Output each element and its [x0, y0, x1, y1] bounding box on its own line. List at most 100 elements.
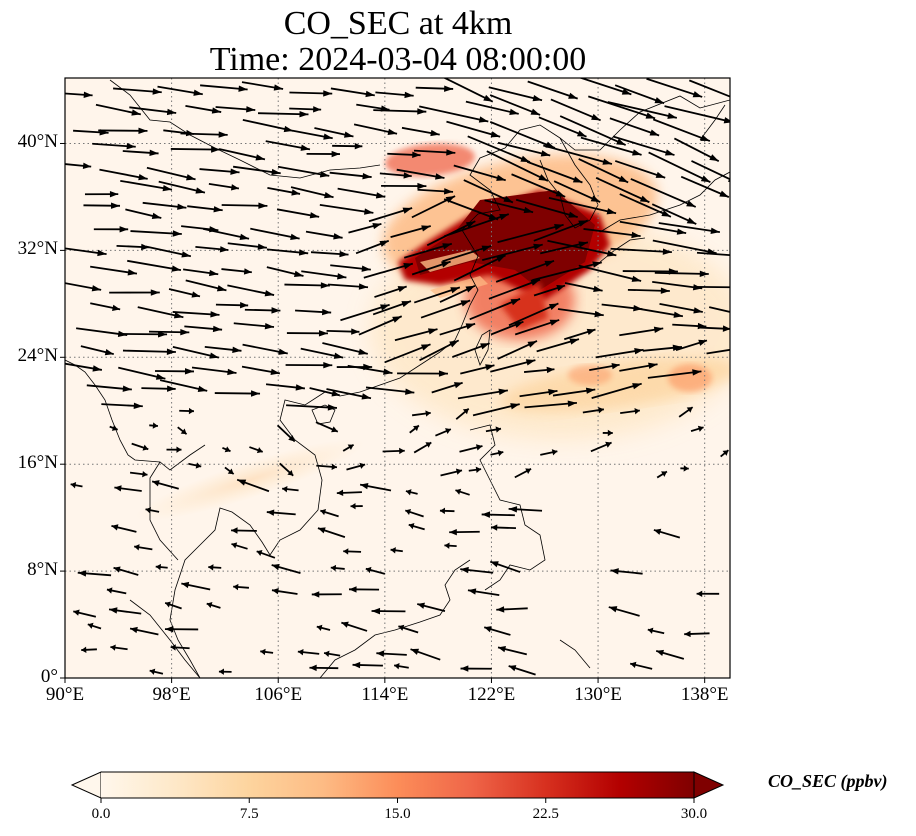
wind-arrow — [472, 403, 520, 417]
wind-arrow — [355, 239, 390, 255]
wind-arrow — [266, 266, 304, 277]
wind-arrow — [172, 345, 220, 359]
wind-arrow — [524, 400, 577, 409]
wind-arrow — [540, 241, 589, 255]
wind-arrow — [218, 668, 232, 675]
coastline-sumatra — [129, 599, 201, 678]
wind-arrow — [111, 524, 137, 533]
wind-arrow — [431, 381, 463, 394]
wind-arrow — [379, 172, 412, 179]
wind-arrow — [538, 116, 587, 138]
wind-arrow — [608, 606, 640, 617]
wind-arrow — [113, 87, 162, 95]
wind-arrow — [290, 186, 334, 199]
wind-arrow — [116, 243, 150, 251]
wind-arrow — [564, 282, 603, 293]
wind-arrow — [481, 243, 543, 262]
wind-arrow — [218, 148, 266, 161]
wind-arrow — [419, 105, 489, 123]
wind-arrow — [559, 115, 627, 146]
wind-arrow — [708, 306, 730, 313]
wind-arrow — [93, 226, 129, 233]
wind-arrow — [292, 129, 333, 140]
wind-arrow — [208, 564, 222, 571]
wind-arrow — [86, 384, 132, 392]
wind-arrow — [221, 202, 268, 209]
wind-arrow — [73, 609, 97, 618]
wind-arrow — [467, 135, 531, 163]
wind-arrow — [405, 508, 424, 518]
wind-arrow — [87, 622, 102, 630]
wind-arrow — [590, 441, 612, 453]
wind-arrow — [109, 289, 160, 296]
wind-arrow — [185, 104, 222, 114]
wind-arrow — [453, 254, 506, 282]
wind-arrow — [401, 126, 440, 137]
wind-arrow — [489, 94, 541, 116]
wind-arrow — [187, 205, 223, 213]
x-tick-label: 138°E — [680, 684, 729, 705]
wind-arrow — [266, 509, 296, 516]
wind-arrow — [301, 270, 347, 280]
wind-arrow — [233, 583, 250, 591]
wind-arrow — [309, 387, 340, 397]
wind-arrow — [463, 179, 514, 204]
wind-arrow — [224, 466, 235, 475]
wind-arrow — [417, 602, 446, 612]
wind-arrow — [452, 342, 490, 358]
wind-arrow — [557, 308, 604, 318]
wind-arrow — [250, 227, 300, 241]
wind-arrow — [222, 446, 231, 453]
wind-arrow — [440, 468, 463, 477]
wind-arrow — [417, 188, 454, 195]
wind-arrow — [439, 322, 476, 336]
wind-arrow — [309, 664, 339, 672]
wind-arrow — [145, 507, 160, 514]
wind-arrow — [184, 325, 223, 333]
wind-arrow — [490, 449, 504, 457]
wind-arrow — [276, 208, 320, 219]
wind-arrow — [65, 282, 102, 292]
wind-arrow — [195, 246, 229, 253]
wind-arrow — [276, 424, 296, 443]
wind-arrow — [397, 370, 448, 377]
wind-arrow — [129, 470, 148, 478]
figure-title-line2: Time: 2024-03-04 08:00:00 — [209, 41, 587, 78]
wind-arrow — [578, 158, 629, 184]
wind-arrow — [342, 443, 355, 452]
wind-arrow — [348, 222, 382, 234]
wind-arrow — [120, 179, 173, 192]
coastline-borneo — [319, 559, 471, 678]
wind-arrow — [359, 482, 392, 492]
wind-arrow — [249, 446, 264, 454]
wind-arrow — [129, 626, 159, 636]
wind-arrow — [65, 91, 93, 98]
wind-arrow — [146, 166, 196, 181]
wind-arrow — [495, 259, 555, 283]
wind-arrow — [151, 480, 179, 490]
wind-arrow — [413, 441, 432, 454]
wind-arrow — [233, 322, 275, 330]
wind-arrow — [490, 524, 516, 531]
wind-arrow — [658, 222, 721, 234]
wind-arrow — [90, 302, 121, 311]
y-tick-label: 32°N — [17, 238, 58, 260]
wind-arrow — [372, 300, 412, 316]
wind-arrow — [706, 348, 730, 355]
wind-arrow — [199, 168, 240, 175]
wind-arrow — [413, 286, 461, 304]
wind-arrow — [92, 142, 136, 150]
wind-arrow — [130, 230, 182, 237]
wind-arrow — [619, 326, 664, 337]
wind-arrow — [265, 383, 305, 391]
wind-arrow — [415, 85, 454, 92]
wind-arrow — [564, 328, 596, 341]
wind-arrow — [469, 298, 521, 321]
wind-arrow — [387, 151, 421, 159]
wind-arrow — [326, 328, 360, 335]
wind-arrow — [627, 287, 670, 294]
wind-arrow — [241, 81, 284, 91]
wind-arrow — [158, 180, 206, 194]
wind-arrow — [157, 85, 203, 96]
wind-arrow — [680, 175, 730, 198]
